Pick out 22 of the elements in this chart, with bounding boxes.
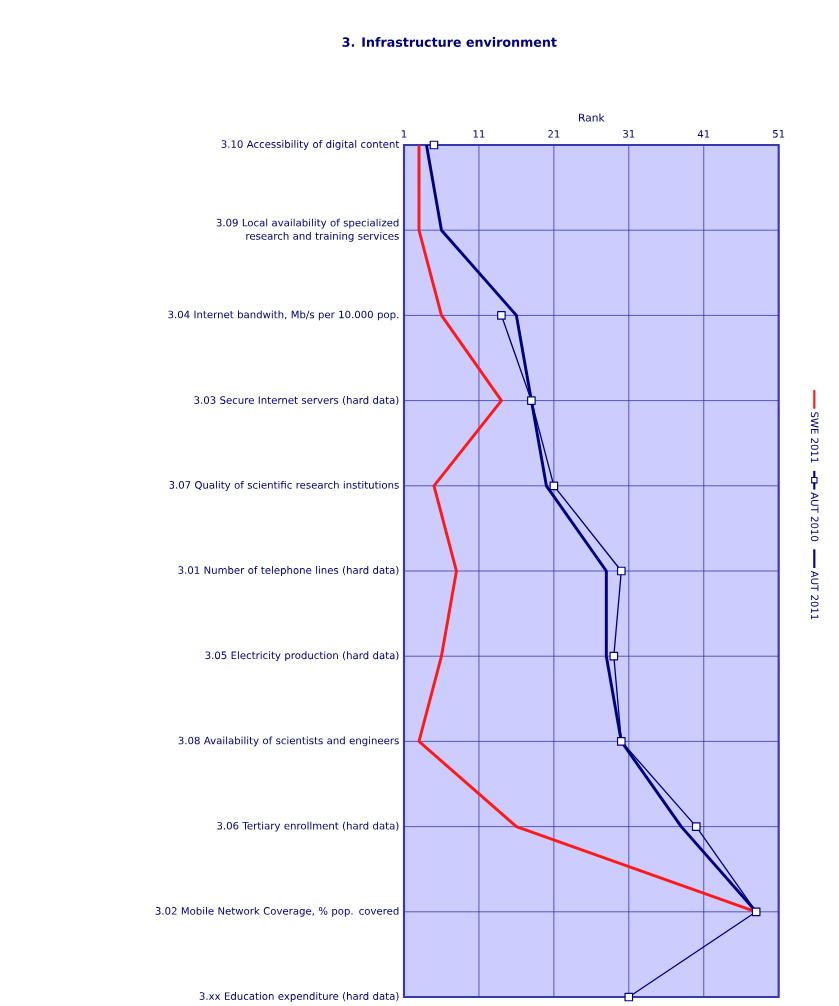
y-tick-label: 3.06 Tertiary enrollment (hard data) (217, 821, 399, 832)
x-axis-title: Rank (579, 113, 605, 122)
y-tick-label: 3.08 Availability of scientists and engineers (178, 736, 399, 747)
y-tick-label: 3.01 Number of telephone lines (hard data) (178, 566, 399, 576)
chart-title: 3. Infrastructure environment (342, 37, 557, 47)
y-tick-label: 3.xx Education expenditure (hard data) (199, 992, 399, 1002)
x-tick-label: 41 (697, 130, 710, 138)
legend-label: AUT 2010 (810, 492, 819, 542)
x-tick-label: 31 (623, 129, 635, 138)
y-tick-label: 3.10 Accessibility of digital content (221, 140, 400, 150)
y-tick-label: 3.07 Quality of scientific research institutions (169, 480, 399, 491)
y-tick-label: 3.09 Local availability of specialized research and training services (216, 218, 399, 242)
x-tick-label: 21 (548, 130, 560, 138)
y-tick-label: 3.05 Electricity production (hard data) (205, 651, 399, 662)
y-tick-label: 3.04 Internet bandwith, Mb/s per 10.000 pop. (168, 310, 399, 321)
legend-label: SWE 2011 (810, 412, 819, 463)
legend-label: AUT 2011 (810, 570, 819, 620)
y-tick-label: 3.02 Mobile Network Coverage, % pop. covered (155, 906, 399, 917)
x-tick-label: 51 (773, 130, 785, 138)
x-tick-label: 1 (401, 130, 407, 138)
x-tick-label: 11 (473, 130, 485, 138)
y-tick-label: 3.03 Secure Internet servers (hard data) (194, 396, 399, 406)
